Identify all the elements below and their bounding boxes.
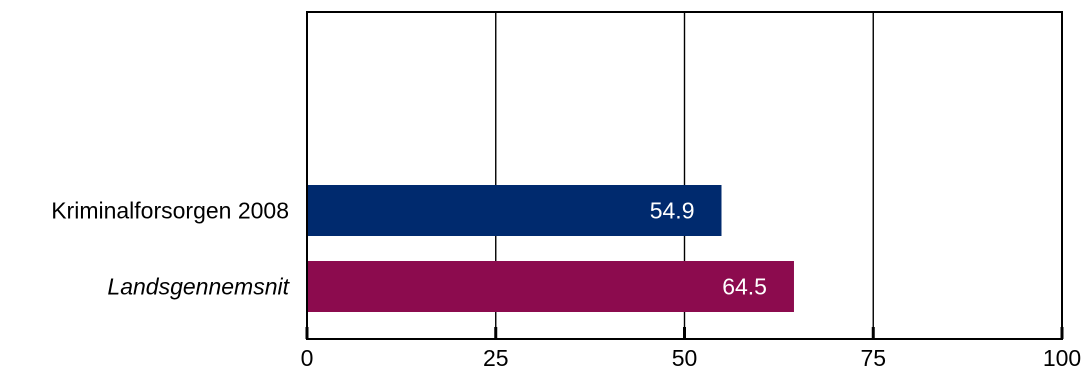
x-tick-label-50: 50 — [672, 345, 698, 369]
x-tick-label-100: 100 — [1043, 345, 1081, 369]
category-label-1: Kriminalforsorgen 2008 — [51, 198, 289, 224]
x-tick-label-25: 25 — [483, 345, 509, 369]
category-label-2: Landsgennemsnit — [107, 274, 290, 300]
x-axis-ticks: 0 25 50 75 100 — [301, 327, 1081, 371]
data-label-1: 54.9 — [650, 198, 695, 224]
bar-1 — [307, 185, 722, 236]
x-tick-label-75: 75 — [860, 345, 886, 369]
bars: 54.9 64.5 — [307, 185, 794, 312]
category-labels: Kriminalforsorgen 2008 Landsgennemsnit — [51, 198, 290, 300]
data-label-2: 64.5 — [722, 274, 767, 300]
x-tick-label-0: 0 — [301, 345, 314, 369]
bar-2 — [307, 261, 794, 312]
